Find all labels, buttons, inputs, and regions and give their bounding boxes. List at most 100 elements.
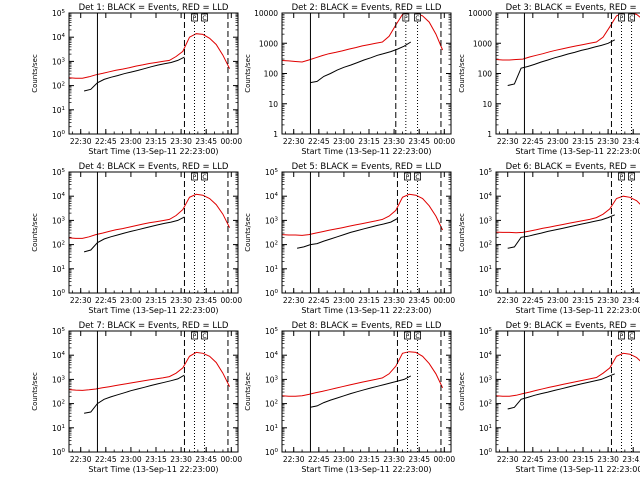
y-tick-exponent: 2 bbox=[62, 400, 66, 406]
y-tick-label: 101 bbox=[52, 424, 65, 433]
marker-label: C bbox=[629, 333, 633, 340]
marker-label: C bbox=[415, 333, 419, 340]
x-tick-label: 22:30 bbox=[497, 296, 519, 305]
y-tick-exponent: 1 bbox=[489, 265, 493, 271]
plot-frame bbox=[68, 12, 239, 135]
x-tick-label: 22:30 bbox=[283, 455, 305, 464]
y-tick-exponent: 3 bbox=[275, 375, 279, 381]
x-tick-label: 23:00 bbox=[547, 296, 569, 305]
y-tick-exponent: 0 bbox=[489, 289, 493, 295]
y-tick-label: 100 bbox=[52, 130, 66, 139]
events-series-line bbox=[83, 56, 185, 92]
y-axis-label: Counts/sec bbox=[458, 372, 466, 411]
x-tick-label: 23:45 bbox=[195, 296, 217, 305]
x-tick-label: 22:30 bbox=[283, 137, 305, 146]
x-tick-label: 22:45 bbox=[95, 455, 117, 464]
x-tick-label: 23:45 bbox=[622, 455, 640, 464]
marker-box bbox=[201, 172, 208, 181]
x-tick-label: 22:30 bbox=[70, 455, 92, 464]
plot-frame bbox=[495, 171, 640, 294]
y-axis-label: Counts/sec bbox=[244, 213, 252, 252]
lld-series-line bbox=[69, 33, 231, 79]
lld-series-line bbox=[496, 352, 640, 397]
marker-box bbox=[402, 13, 410, 22]
y-tick-label: 104 bbox=[265, 192, 279, 201]
x-tick-label: 23:00 bbox=[333, 455, 355, 464]
y-axis-label: Counts/sec bbox=[244, 372, 252, 411]
y-tick-label: 100 bbox=[264, 70, 279, 79]
y-tick-exponent: 0 bbox=[62, 448, 66, 454]
x-tick-label: 23:45 bbox=[408, 455, 430, 464]
panel-det-8: Det 8: BLACK = Events, RED = LLD Counts/s… bbox=[244, 321, 455, 474]
y-tick-label: 100 bbox=[478, 70, 493, 79]
x-tick-label: 23:45 bbox=[622, 296, 640, 305]
x-tick-label: 23:00 bbox=[333, 296, 355, 305]
x-tick-label: 23:15 bbox=[358, 455, 380, 464]
y-tick-label: 104 bbox=[52, 192, 66, 201]
marker-box bbox=[414, 13, 421, 22]
x-tick-label: 22:45 bbox=[522, 455, 544, 464]
x-tick-label: 22:45 bbox=[308, 455, 330, 464]
x-tick-label: 23:30 bbox=[170, 296, 192, 305]
y-tick-exponent: 1 bbox=[62, 265, 66, 271]
y-tick-label: 104 bbox=[52, 351, 66, 360]
lld-series-line bbox=[496, 13, 640, 61]
y-tick-label: 101 bbox=[265, 424, 278, 433]
x-tick-label: 22:45 bbox=[308, 296, 330, 305]
y-axis-label: Counts/sec bbox=[31, 213, 39, 252]
x-tick-label: 22:30 bbox=[70, 296, 92, 305]
y-tick-exponent: 4 bbox=[275, 192, 279, 198]
y-tick-label: 102 bbox=[265, 400, 278, 409]
y-tick-exponent: 5 bbox=[275, 168, 279, 174]
panel-det-7: Det 7: BLACK = Events, RED = LLD Counts/s… bbox=[31, 321, 242, 474]
plot-area bbox=[69, 351, 231, 414]
panel-title: Det 6: BLACK = Events, RED = LLD bbox=[506, 162, 640, 172]
y-tick-label: 103 bbox=[52, 216, 66, 225]
y-tick-label: 103 bbox=[265, 375, 279, 384]
y-tick-label: 103 bbox=[265, 216, 279, 225]
y-tick-exponent: 4 bbox=[275, 351, 279, 357]
lld-series-line bbox=[69, 193, 231, 239]
y-tick-exponent: 0 bbox=[62, 130, 66, 136]
panel-title: Det 3: BLACK = Events, RED = LLD bbox=[506, 3, 640, 13]
y-tick-exponent: 3 bbox=[275, 216, 279, 222]
y-tick-exponent: 2 bbox=[489, 400, 493, 406]
marker-label: P bbox=[620, 15, 624, 22]
x-tick-label: 23:45 bbox=[622, 137, 640, 146]
x-tick-label: 23:00 bbox=[120, 296, 142, 305]
plot-area bbox=[69, 33, 231, 92]
y-tick-exponent: 3 bbox=[489, 375, 493, 381]
y-tick-label: 100 bbox=[265, 448, 279, 457]
y-tick-label: 101 bbox=[479, 265, 492, 274]
y-axis-label: Counts/sec bbox=[458, 54, 466, 93]
y-tick-exponent: 0 bbox=[62, 289, 66, 295]
y-tick-exponent: 3 bbox=[489, 216, 493, 222]
y-tick-label: 105 bbox=[479, 168, 493, 177]
panel-title: Det 8: BLACK = Events, RED = LLD bbox=[292, 321, 442, 331]
y-tick-label: 105 bbox=[52, 168, 66, 177]
y-tick-exponent: 4 bbox=[489, 351, 493, 357]
x-axis-label: Start Time (13-Sep-11 22:23:00) bbox=[515, 147, 640, 156]
marker-label: P bbox=[193, 174, 197, 181]
plot-frame bbox=[68, 330, 239, 453]
x-tick-label: 22:45 bbox=[522, 137, 544, 146]
y-tick-label: 10000 bbox=[468, 9, 492, 18]
x-tick-label: 23:45 bbox=[408, 137, 430, 146]
events-series-line bbox=[507, 214, 615, 249]
x-tick-label: 23:30 bbox=[170, 137, 192, 146]
y-tick-label: 102 bbox=[52, 400, 65, 409]
y-tick-label: 100 bbox=[479, 448, 493, 457]
y-tick-label: 105 bbox=[479, 327, 493, 336]
y-tick-exponent: 5 bbox=[62, 9, 66, 15]
x-axis-label: Start Time (13-Sep-11 22:23:00) bbox=[301, 147, 431, 156]
y-tick-exponent: 2 bbox=[275, 400, 279, 406]
x-tick-label: 22:30 bbox=[497, 137, 519, 146]
x-tick-label: 23:00 bbox=[547, 137, 569, 146]
y-tick-exponent: 5 bbox=[275, 327, 279, 333]
x-tick-label: 22:30 bbox=[283, 296, 305, 305]
plot-frame bbox=[281, 12, 452, 135]
marker-label: P bbox=[404, 15, 408, 22]
y-tick-label: 1000 bbox=[473, 39, 492, 48]
x-tick-label: 00:00 bbox=[433, 455, 455, 464]
panel-title: Det 2: BLACK = Events, RED = LLD bbox=[292, 3, 442, 13]
